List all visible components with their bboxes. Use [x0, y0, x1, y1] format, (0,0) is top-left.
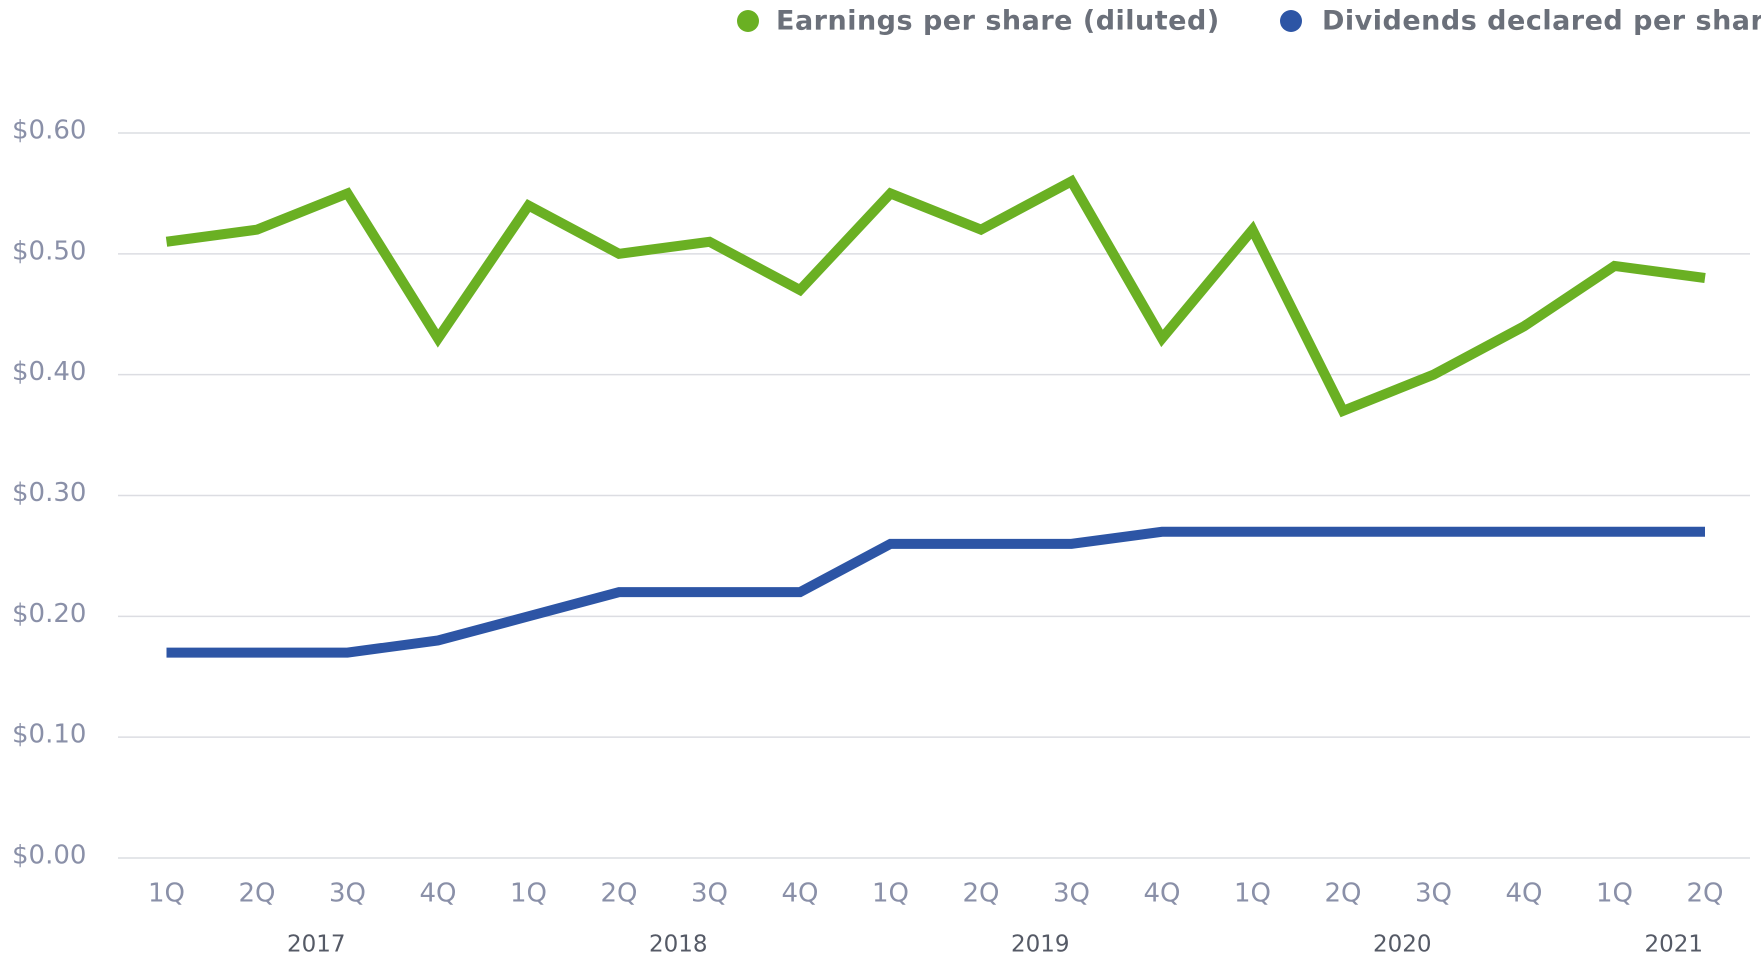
x-tick-label: 2Q	[238, 879, 275, 909]
y-tick-label: $0.10	[12, 720, 86, 750]
x-tick-label: 3Q	[1053, 879, 1090, 909]
x-tick-label: 1Q	[510, 879, 547, 909]
x-tick-label: 3Q	[1415, 879, 1452, 909]
y-tick-label: $0.00	[12, 841, 86, 871]
x-group-label: 2021	[1644, 932, 1703, 958]
legend-marker	[737, 10, 759, 32]
y-tick-label: $0.40	[12, 357, 86, 387]
y-tick-label: $0.20	[12, 599, 86, 629]
series-line	[166, 526, 1705, 658]
x-tick-label: 3Q	[329, 879, 366, 909]
legend-label: Dividends declared per share	[1322, 6, 1761, 37]
x-tick-label: 2Q	[962, 879, 999, 909]
x-group-label: 2018	[649, 932, 708, 958]
x-tick-label: 4Q	[1143, 879, 1180, 909]
x-tick-label: 4Q	[1505, 879, 1542, 909]
x-tick-label: 1Q	[148, 879, 185, 909]
x-tick-label: 2Q	[1324, 879, 1361, 909]
x-tick-label: 2Q	[1686, 879, 1723, 909]
x-tick-label: 4Q	[781, 879, 818, 909]
x-tick-label: 2Q	[600, 879, 637, 909]
series-line	[165, 174, 1706, 418]
x-tick-label: 1Q	[1234, 879, 1271, 909]
legend-marker	[1280, 10, 1302, 32]
x-tick-label: 3Q	[691, 879, 728, 909]
y-tick-label: $0.60	[12, 116, 86, 146]
y-tick-label: $0.30	[12, 478, 86, 508]
x-group-label: 2020	[1373, 932, 1432, 958]
legend-label: Earnings per share (diluted)	[776, 6, 1220, 37]
x-tick-label: 1Q	[1596, 879, 1633, 909]
x-tick-label: 4Q	[419, 879, 456, 909]
x-group-label: 2017	[287, 932, 346, 958]
x-tick-label: 1Q	[872, 879, 909, 909]
y-tick-label: $0.50	[12, 236, 86, 266]
x-group-label: 2019	[1011, 932, 1070, 958]
